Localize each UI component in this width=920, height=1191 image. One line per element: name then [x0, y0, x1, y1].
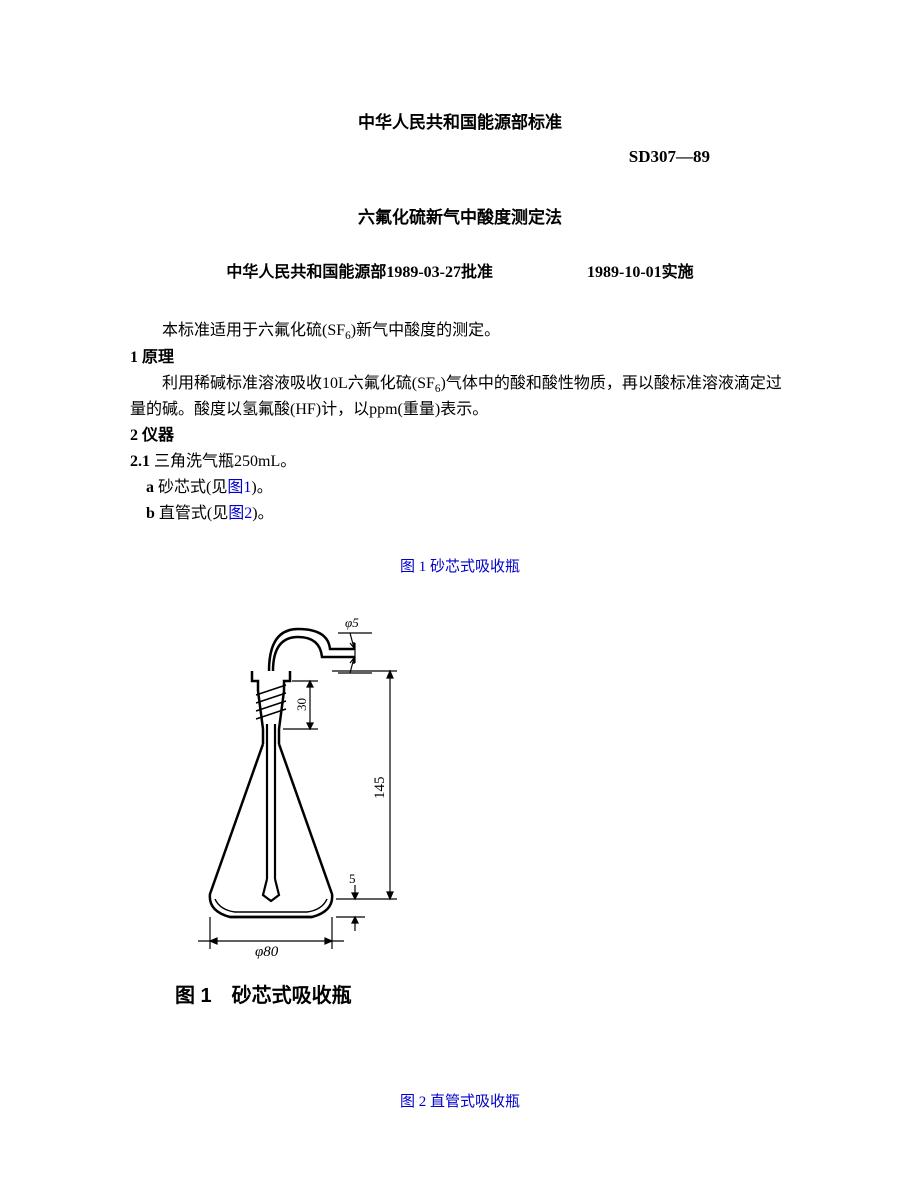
list-item-b-post: )。: [252, 505, 273, 522]
list-item-a: a 砂芯式(见图1)。: [130, 476, 790, 500]
list-item-a-letter: a: [146, 479, 154, 496]
document-title: 六氟化硫新气中酸度测定法: [130, 205, 790, 231]
section-1-paragraph: 利用稀碱标准溶液吸收10L六氟化硫(SF6)气体中的酸和酸性物质，再以酸标准溶液…: [130, 372, 790, 422]
section-2-number: 2: [130, 427, 138, 444]
standard-title: 中华人民共和国能源部标准: [130, 110, 790, 136]
dim-145: 145: [372, 776, 388, 799]
figure-1-container: φ5 30 145: [150, 599, 790, 1011]
section-1-text-pre: 利用稀碱标准溶液吸收10L六氟化硫(SF: [162, 375, 435, 392]
figure-1-link[interactable]: 图1: [227, 479, 251, 496]
subsection-2-1-text: 三角洗气瓶250mL。: [150, 453, 296, 470]
list-item-a-pre: 砂芯式(见: [154, 479, 227, 496]
section-2-title: 仪器: [142, 427, 174, 444]
dim-30: 30: [294, 698, 309, 711]
subsection-2-1-number: 2.1: [130, 453, 150, 470]
section-2-heading: 2 仪器: [130, 424, 790, 448]
dim-phi5: φ5: [345, 615, 359, 630]
list-item-b-letter: b: [146, 505, 155, 522]
dim-5: 5: [349, 871, 356, 886]
standard-code: SD307—89: [130, 144, 790, 170]
intro-text-pre: 本标准适用于六氟化硫(SF: [162, 322, 345, 339]
implementation-date: 1989-10-01实施: [587, 261, 694, 285]
list-item-b: b 直管式(见图2)。: [130, 502, 790, 526]
figure-1-caption: 图 1 砂芯式吸收瓶: [175, 981, 790, 1011]
intro-paragraph: 本标准适用于六氟化硫(SF6)新气中酸度的测定。: [130, 319, 790, 345]
figure-2-caption-link[interactable]: 图 2 直管式吸收瓶: [130, 1091, 790, 1114]
section-1-number: 1: [130, 349, 138, 366]
subsection-2-1: 2.1 三角洗气瓶250mL。: [130, 450, 790, 474]
dim-phi80: φ80: [255, 944, 279, 959]
list-item-b-pre: 直管式(见: [155, 505, 228, 522]
figure-1-caption-link[interactable]: 图 1 砂芯式吸收瓶: [130, 556, 790, 579]
approval-line: 中华人民共和国能源部1989-03-27批准 1989-10-01实施: [130, 261, 790, 285]
figure-1-diagram: φ5 30 145: [150, 599, 450, 959]
section-1-heading: 1 原理: [130, 346, 790, 370]
list-item-a-post: )。: [251, 479, 272, 496]
intro-text-post: )新气中酸度的测定。: [351, 322, 500, 339]
figure-2-link[interactable]: 图2: [228, 505, 252, 522]
section-1-title: 原理: [142, 349, 174, 366]
approval-date: 中华人民共和国能源部1989-03-27批准: [226, 261, 493, 285]
